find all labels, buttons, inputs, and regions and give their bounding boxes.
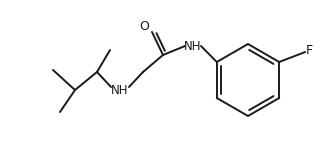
Text: NH: NH: [111, 83, 129, 97]
Text: O: O: [139, 20, 149, 34]
Text: F: F: [306, 44, 313, 58]
Text: NH: NH: [184, 39, 202, 53]
